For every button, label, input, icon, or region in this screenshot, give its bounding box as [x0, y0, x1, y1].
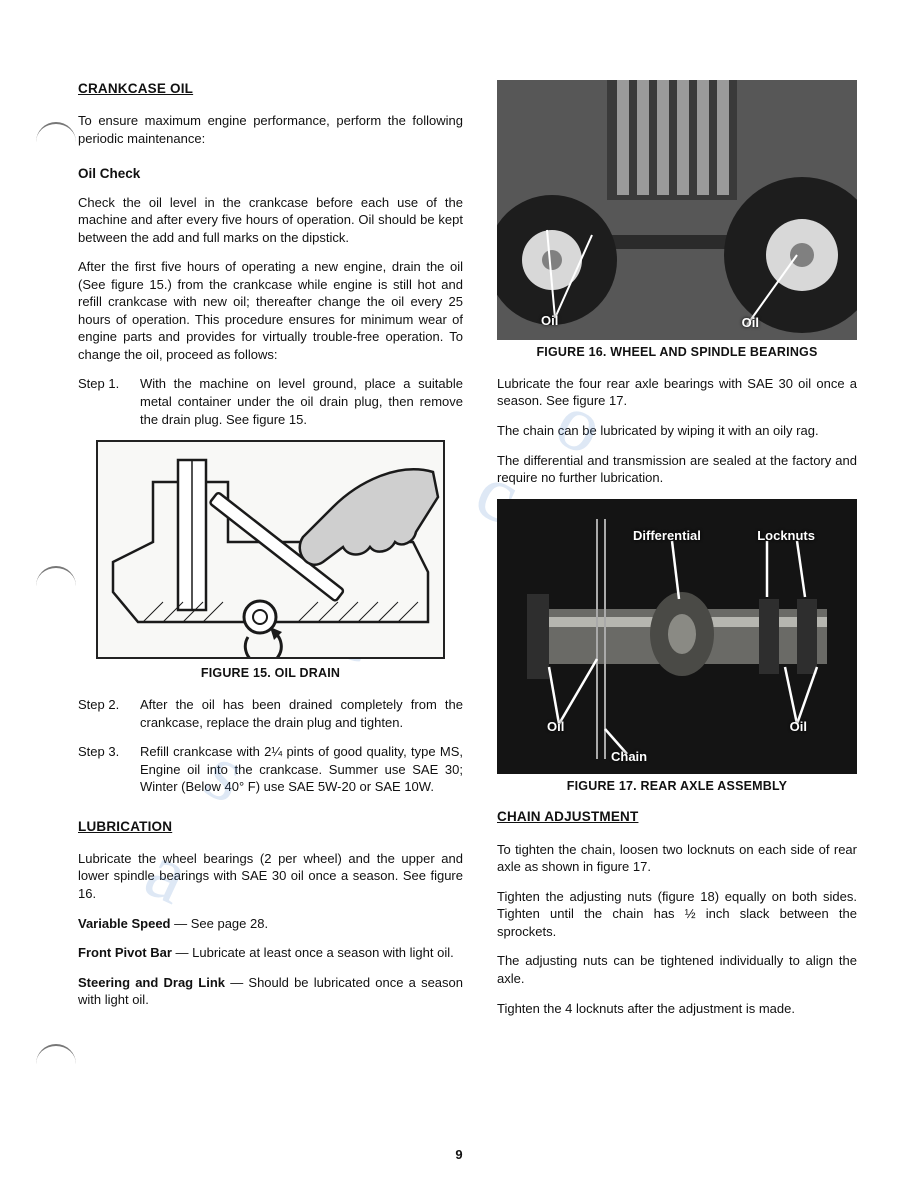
scan-mark [36, 1044, 76, 1064]
figure-17-caption: FIGURE 17. REAR AXLE ASSEMBLY [497, 778, 857, 795]
step-1-label: Step 1. [78, 375, 140, 428]
front-pivot-bar-text: — Lubricate at least once a season with … [172, 945, 454, 960]
variable-speed-line: Variable Speed — See page 28. [78, 915, 463, 933]
figure-16-photo: Oil Oil [497, 80, 857, 340]
step-2-label: Step 2. [78, 696, 140, 731]
heading-crankcase-oil: CRANKCASE OIL [78, 80, 463, 98]
page-number: 9 [0, 1146, 918, 1164]
step-2-body: After the oil has been drained completel… [140, 696, 463, 731]
fig17-oil-left-label: Oil [547, 718, 564, 736]
front-pivot-bar-label: Front Pivot Bar [78, 945, 172, 960]
figure-15-illustration [98, 442, 443, 657]
step-3-label: Step 3. [78, 743, 140, 796]
lubrication-p1: Lubricate the wheel bearings (2 per whee… [78, 850, 463, 903]
step-1: Step 1. With the machine on level ground… [78, 375, 463, 428]
scan-mark [36, 122, 76, 142]
figure-15-oil-drain [96, 440, 445, 659]
steering-drag-link-line: Steering and Drag Link — Should be lubri… [78, 974, 463, 1009]
step-1-body: With the machine on level ground, place … [140, 375, 463, 428]
front-pivot-bar-line: Front Pivot Bar — Lubricate at least onc… [78, 944, 463, 962]
figure-17-photo: Differential Locknuts Oil Oil Chain [497, 499, 857, 774]
variable-speed-label: Variable Speed [78, 916, 171, 931]
fig17-differential-label: Differential [633, 527, 701, 545]
chain-adj-p1: To tighten the chain, loosen two locknut… [497, 841, 857, 876]
left-column: CRANKCASE OIL To ensure maximum engine p… [78, 80, 463, 1029]
figure-16-caption: FIGURE 16. WHEEL AND SPINDLE BEARINGS [497, 344, 857, 361]
right-p2: The chain can be lubricated by wiping it… [497, 422, 857, 440]
step-3: Step 3. Refill crankcase with 2¼ pints o… [78, 743, 463, 796]
fig17-chain-label: Chain [611, 748, 647, 766]
fig17-oil-right-label: Oil [790, 718, 807, 736]
figure-16-svg [497, 80, 857, 340]
right-p3: The differential and transmission are se… [497, 452, 857, 487]
oil-check-p1: Check the oil level in the crankcase bef… [78, 194, 463, 247]
fig16-oil-right-label: Oil [742, 314, 759, 332]
fig16-oil-left-label: Oil [541, 312, 558, 330]
intro-text: To ensure maximum engine performance, pe… [78, 112, 463, 147]
manual-page: o c . e s a CRANKCASE OIL To ensure maxi… [0, 0, 918, 1188]
step-2: Step 2. After the oil has been drained c… [78, 696, 463, 731]
oil-check-p2: After the first five hours of operating … [78, 258, 463, 363]
chain-adj-p2: Tighten the adjusting nuts (figure 18) e… [497, 888, 857, 941]
fig17-locknuts-label: Locknuts [757, 527, 815, 545]
steering-drag-link-label: Steering and Drag Link [78, 975, 225, 990]
right-p1: Lubricate the four rear axle bearings wi… [497, 375, 857, 410]
right-column: Oil Oil FIGURE 16. WHEEL AND SPINDLE BEA… [497, 80, 857, 1029]
heading-oil-check: Oil Check [78, 165, 463, 183]
chain-adj-p4: Tighten the 4 locknuts after the adjustm… [497, 1000, 857, 1018]
figure-15-caption: FIGURE 15. OIL DRAIN [78, 665, 463, 682]
heading-lubrication: LUBRICATION [78, 818, 463, 836]
heading-chain-adjustment: CHAIN ADJUSTMENT [497, 808, 857, 826]
step-3-body: Refill crankcase with 2¼ pints of good q… [140, 743, 463, 796]
scan-mark [36, 566, 76, 586]
variable-speed-text: — See page 28. [171, 916, 269, 931]
chain-adj-p3: The adjusting nuts can be tightened indi… [497, 952, 857, 987]
